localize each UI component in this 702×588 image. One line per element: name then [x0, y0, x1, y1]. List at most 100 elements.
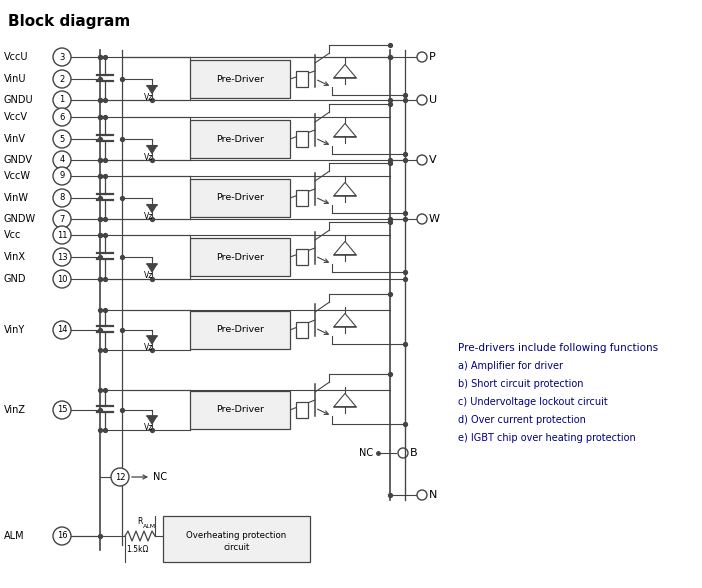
Bar	[296, 71, 308, 87]
Text: d) Over current protection: d) Over current protection	[458, 415, 586, 425]
Bar	[190, 311, 290, 349]
Circle shape	[53, 189, 71, 207]
Text: GNDW: GNDW	[4, 214, 36, 224]
Circle shape	[53, 321, 71, 339]
Circle shape	[53, 167, 71, 185]
Text: W: W	[429, 214, 440, 224]
Circle shape	[53, 130, 71, 148]
Text: GNDV: GNDV	[4, 155, 33, 165]
Text: 16: 16	[57, 532, 67, 540]
Polygon shape	[334, 242, 356, 255]
Text: Block diagram: Block diagram	[8, 14, 131, 29]
Bar	[296, 402, 308, 418]
Text: 9: 9	[60, 172, 65, 181]
Text: N: N	[429, 490, 437, 500]
Circle shape	[111, 468, 129, 486]
Text: B: B	[410, 448, 418, 458]
Circle shape	[53, 401, 71, 419]
Text: b) Short circuit protection: b) Short circuit protection	[458, 379, 583, 389]
Text: Vz: Vz	[145, 343, 154, 352]
Text: a) Amplifier for driver: a) Amplifier for driver	[458, 361, 563, 371]
Text: V: V	[429, 155, 437, 165]
Text: Vz: Vz	[145, 93, 154, 102]
Text: 4: 4	[60, 155, 65, 165]
Text: c) Undervoltage lockout circuit: c) Undervoltage lockout circuit	[458, 397, 608, 407]
Text: P: P	[429, 52, 436, 62]
Text: Vz: Vz	[145, 272, 154, 280]
Text: 10: 10	[57, 275, 67, 283]
Text: R: R	[137, 517, 143, 526]
Text: Pre-Driver: Pre-Driver	[216, 406, 264, 415]
Text: VccU: VccU	[4, 52, 29, 62]
Bar	[296, 190, 308, 206]
Text: 7: 7	[59, 215, 65, 223]
Bar	[190, 120, 290, 158]
Text: VccV: VccV	[4, 112, 28, 122]
Circle shape	[53, 270, 71, 288]
Polygon shape	[334, 123, 356, 136]
Text: Vz: Vz	[145, 153, 154, 162]
Text: VinY: VinY	[4, 325, 25, 335]
Text: 15: 15	[57, 406, 67, 415]
Bar	[190, 60, 290, 98]
Bar	[190, 238, 290, 276]
Polygon shape	[334, 393, 356, 406]
Text: 5: 5	[60, 135, 65, 143]
Text: VinX: VinX	[4, 252, 26, 262]
Text: 13: 13	[57, 252, 67, 262]
Text: VinV: VinV	[4, 134, 26, 144]
Text: Pre-drivers include following functions: Pre-drivers include following functions	[458, 343, 658, 353]
Circle shape	[53, 527, 71, 545]
Text: VinU: VinU	[4, 74, 27, 84]
Circle shape	[53, 248, 71, 266]
Text: 2: 2	[60, 75, 65, 83]
Bar	[296, 131, 308, 147]
Text: e) IGBT chip over heating protection: e) IGBT chip over heating protection	[458, 433, 636, 443]
Polygon shape	[334, 65, 356, 78]
Polygon shape	[147, 264, 157, 272]
Text: 3: 3	[59, 52, 65, 62]
Text: 1: 1	[60, 95, 65, 105]
Text: 6: 6	[59, 112, 65, 122]
Bar	[296, 322, 308, 338]
Text: Vz: Vz	[145, 423, 154, 433]
Text: ALM: ALM	[143, 523, 156, 529]
Text: NC: NC	[359, 448, 373, 458]
Text: circuit: circuit	[223, 543, 250, 552]
Circle shape	[53, 210, 71, 228]
Text: Pre-Driver: Pre-Driver	[216, 193, 264, 202]
Polygon shape	[334, 182, 356, 196]
Text: 14: 14	[57, 326, 67, 335]
Circle shape	[53, 48, 71, 66]
Polygon shape	[147, 416, 157, 424]
Text: VccW: VccW	[4, 171, 31, 181]
Text: Vcc: Vcc	[4, 230, 21, 240]
Text: ALM: ALM	[4, 531, 25, 541]
Text: 11: 11	[57, 230, 67, 239]
Text: GND: GND	[4, 274, 27, 284]
Polygon shape	[334, 313, 356, 326]
Bar	[190, 179, 290, 217]
Circle shape	[53, 226, 71, 244]
Text: VinW: VinW	[4, 193, 29, 203]
Text: Pre-Driver: Pre-Driver	[216, 252, 264, 262]
Text: VinZ: VinZ	[4, 405, 26, 415]
Bar	[296, 249, 308, 265]
Text: Pre-Driver: Pre-Driver	[216, 135, 264, 143]
Circle shape	[53, 70, 71, 88]
Bar	[163, 516, 310, 562]
Text: Vz: Vz	[145, 212, 154, 221]
Text: Pre-Driver: Pre-Driver	[216, 75, 264, 83]
Circle shape	[53, 108, 71, 126]
Circle shape	[53, 91, 71, 109]
Text: 1.5kΩ: 1.5kΩ	[126, 546, 148, 554]
Polygon shape	[147, 205, 157, 212]
Bar	[190, 391, 290, 429]
Text: GNDU: GNDU	[4, 95, 34, 105]
Polygon shape	[147, 145, 157, 153]
Text: Overheating protection: Overheating protection	[186, 530, 286, 540]
Text: Pre-Driver: Pre-Driver	[216, 326, 264, 335]
Text: 8: 8	[59, 193, 65, 202]
Circle shape	[53, 151, 71, 169]
Polygon shape	[147, 85, 157, 93]
